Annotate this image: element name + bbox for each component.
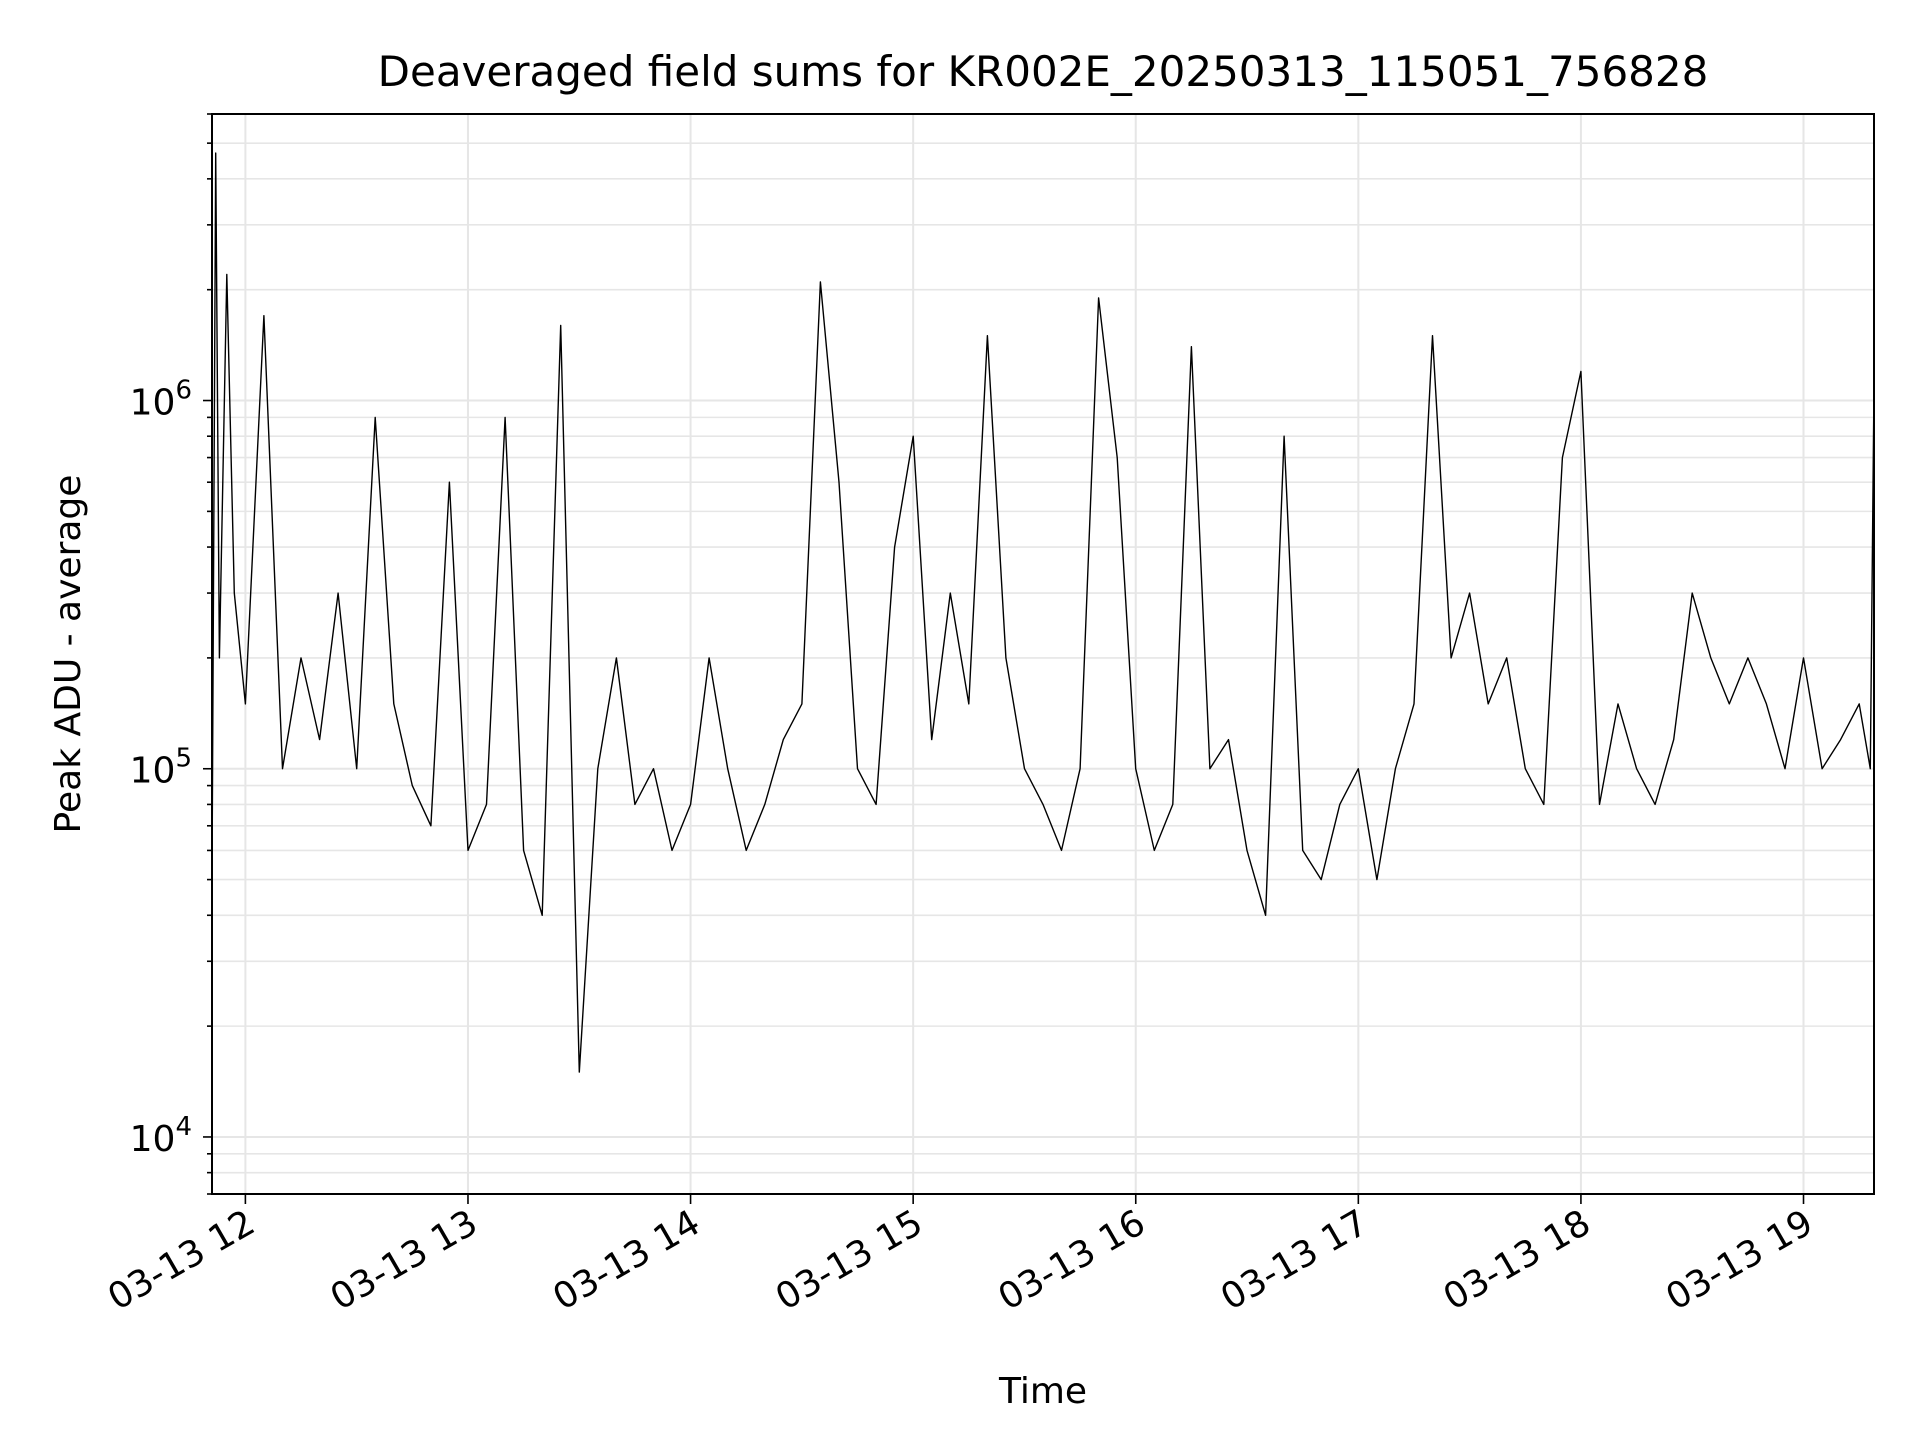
plot-frame bbox=[211, 113, 1875, 1195]
grid bbox=[212, 113, 1874, 1195]
y-tick-label: 104 bbox=[130, 1112, 192, 1160]
series-line bbox=[211, 152, 1875, 1073]
y-tick-label: 105 bbox=[130, 744, 192, 792]
chart-title: Deaveraged field sums for KR002E_2025031… bbox=[378, 47, 1709, 96]
y-axis-label: Peak ADU - average bbox=[48, 475, 89, 834]
y-tick-label: 106 bbox=[130, 376, 192, 424]
series-path bbox=[211, 152, 1875, 1073]
x-axis-label: Time bbox=[998, 1371, 1087, 1412]
